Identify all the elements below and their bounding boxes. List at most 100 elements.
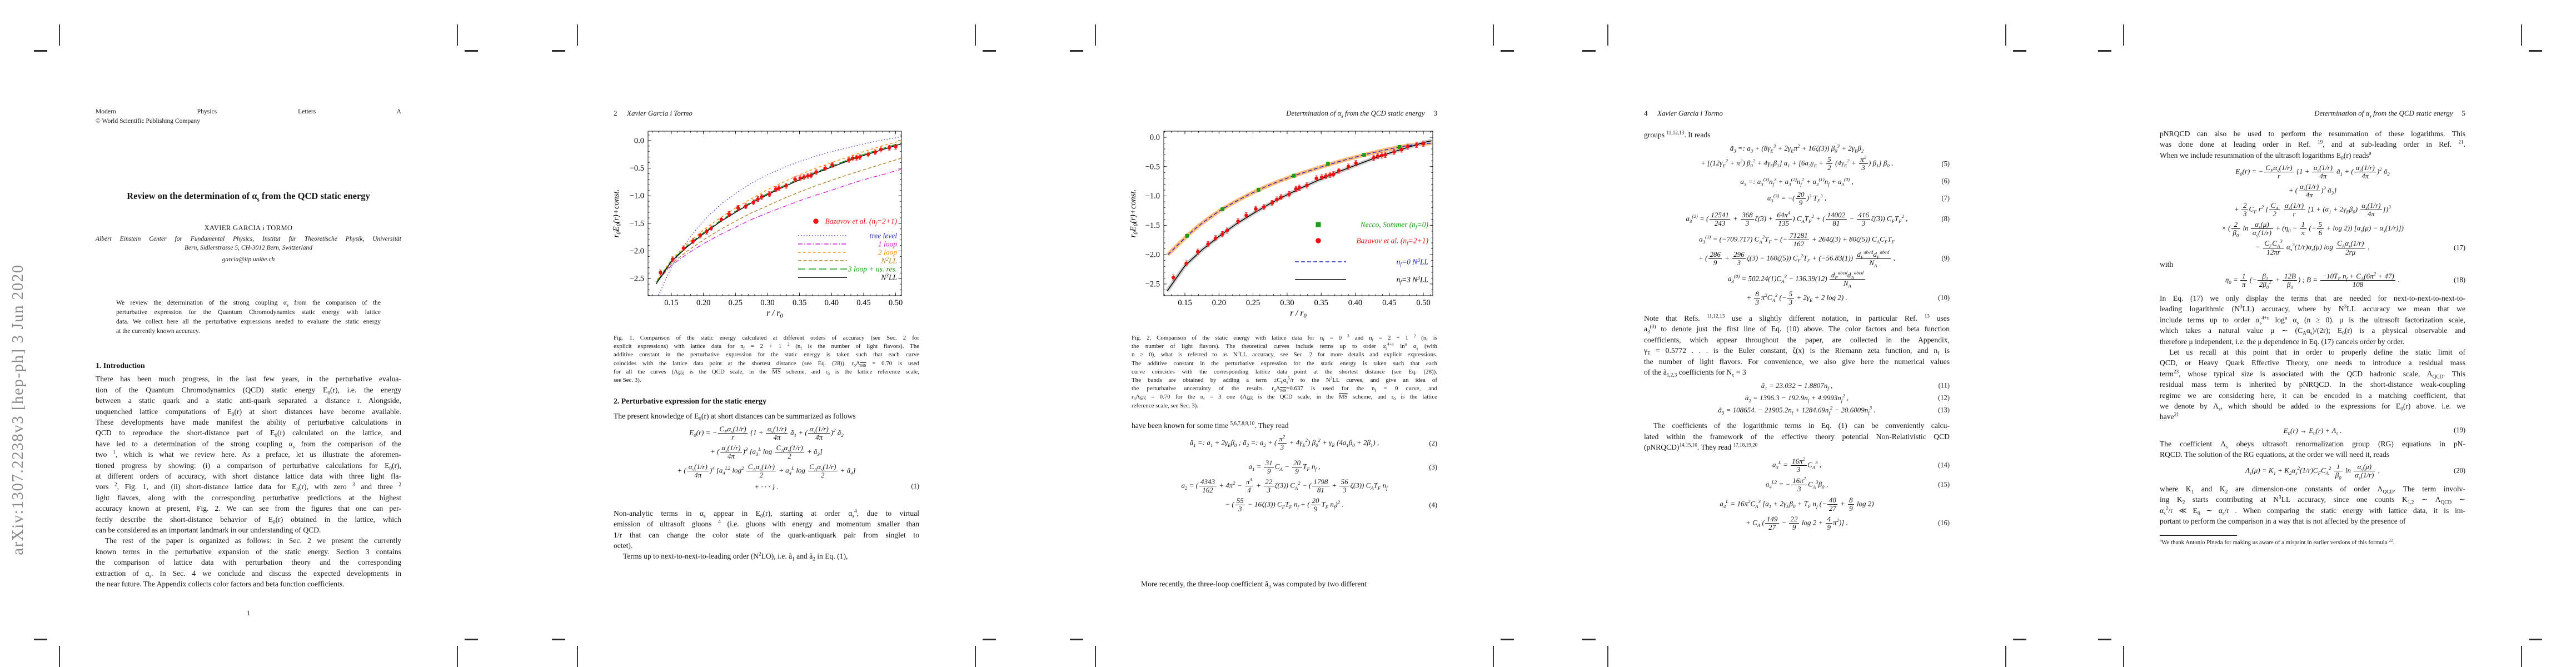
equation-line: ã1 =: a1 + 2γEβ0 ; ã2 =: a2 + (π2 3 + 4γE… — [1132, 434, 1437, 451]
caption-line: coincides with the lattice data point at… — [614, 360, 919, 368]
y-tick-label: −2.0 — [1145, 251, 1160, 260]
abstract-line: perturbative expression for the Quantum … — [116, 308, 381, 316]
body-line: have led to a determination of the stron… — [96, 439, 401, 450]
crop-mark-page-1 — [34, 639, 47, 640]
data-point-circle — [873, 150, 878, 155]
data-point-circle — [1380, 153, 1384, 158]
paragraph: Note that Refs. 11,12,13 use a slightly … — [1644, 313, 1950, 378]
equation-content: + 8 3 π2CA3 (− 5 3 + 2γE + 2 log 2) . — [1746, 289, 1847, 306]
body-line: light flavors, along with the correspond… — [96, 493, 401, 502]
equation: ã1 = 23.032 − 1.8807nf , (11) — [1644, 381, 1950, 391]
crop-mark-page-3 — [1493, 24, 1494, 46]
equation-content: a1 = 31 9 CA − 20 9 TF nf , — [1248, 459, 1321, 476]
legend-label: Necco, Sommer (nf=0) — [1360, 221, 1429, 231]
crop-mark-page-4 — [1582, 50, 1596, 52]
equation-content: E0(r) = − CFαs(1/r) r {1 + αs(1/r) 4π ã1 + … — [689, 424, 844, 441]
data-point-square — [1185, 234, 1189, 238]
legend-sample-circle — [1316, 238, 1321, 243]
equation-number: (15) — [1938, 480, 1950, 489]
paragraph: The rest of the paper is organized as fo… — [96, 535, 401, 589]
data-point-circle — [1294, 187, 1298, 191]
data-point-circle — [1406, 145, 1410, 149]
body-line: Note that Refs. 11,12,13 use a slightly … — [1644, 313, 1950, 322]
equation: ã1 =: a1 + 2γEβ0 ; ã2 =: a2 + (π2 3 + 4γE… — [1132, 434, 1437, 451]
equation-line: a4L = 16π2CA3 [a1 + 2γEβ0 + TF nf (− 40 27… — [1644, 496, 1950, 512]
equation-content: Λs(μ) = K1 + K2αs2(1/r)CFCA2 1 β0 ln αs(μ… — [2245, 462, 2380, 481]
body-line: portant to perform the comparison in a w… — [2160, 516, 2406, 525]
caption-line: The bands are obtained by adding a term … — [1132, 375, 1437, 385]
paper-title: Review on the determination of αs from t… — [127, 191, 370, 203]
paragraph: with — [2160, 259, 2465, 270]
data-point-circle — [1254, 207, 1258, 211]
abstract-line: We review the determination of the stron… — [116, 298, 381, 307]
abstract-line: data. We collect here all the perturbati… — [116, 317, 381, 325]
journal-line: © World Scientific Publishing Company — [96, 117, 201, 125]
data-point-circle — [1244, 213, 1248, 217]
equation-content: a3L = 16π2 3 CA3 , — [1772, 456, 1822, 474]
x-tick-label: 0.20 — [1212, 298, 1226, 307]
equation-content: a3(1) = (−709.717) CA2TF + (− 71281 162 + … — [1699, 231, 1895, 248]
equation-number: (8) — [1941, 215, 1950, 223]
data-point-circle — [1195, 250, 1200, 254]
body-line: 1/r that can change the color state of t… — [614, 530, 919, 539]
crop-mark-page-1 — [465, 50, 478, 52]
equation-line: a3(3) = −(20 9)3 TF3 , (7) — [1644, 190, 1950, 207]
crop-mark-page-3 — [1070, 50, 1083, 52]
page-5-column: Determination of αs from the QCD static … — [2160, 108, 2465, 547]
equation: ã3 = 108654. − 21905.2nf + 1284.69nf2 − … — [1644, 405, 1950, 416]
data-point-circle — [1328, 173, 1332, 177]
crop-mark-page-4 — [1607, 646, 1608, 667]
data-point-circle — [1372, 156, 1376, 160]
series-line — [1167, 140, 1432, 292]
section-heading: 2. Perturbative expression for the stati… — [614, 397, 766, 406]
body-line: More recently, the three-loop coefficien… — [1141, 580, 1367, 590]
equation-content: a3 =: a3(3)nf3 + a3(2)nf2 + a3(1)nf + a3… — [1740, 176, 1853, 187]
equation-content: + CA (149 27 − 22 9 log 2 + 4 9 π2)] . — [1746, 514, 1848, 531]
legend-label: N3LL — [880, 273, 897, 282]
arxiv-watermark: arXiv:1307.2238v3 [hep-ph] 3 Jun 2020 — [9, 264, 27, 555]
crop-mark-page-2 — [552, 50, 565, 52]
data-point-circle — [879, 147, 883, 152]
legend-sample-circle — [813, 218, 819, 224]
crop-mark-page-3 — [1070, 639, 1083, 640]
equation-line: + · · · } . (1) — [614, 482, 919, 491]
body-line: These developments have made manifest th… — [96, 417, 401, 426]
equation-number: (5) — [1941, 160, 1950, 168]
x-tick-label: 0.15 — [664, 298, 678, 307]
caption-line: the number of light flavors). The theore… — [1132, 341, 1437, 351]
body-line: fectly describe the short-distance behav… — [96, 515, 402, 525]
data-point-circle — [1399, 147, 1404, 152]
equation-number: (13) — [1938, 406, 1950, 414]
equation-content: ã3 = 108654. − 21905.2nf + 1284.69nf2 − … — [1718, 405, 1876, 416]
equation: a3L = 16π2 3 CA3 , (14) — [1644, 456, 1950, 474]
equation-line: + [(12γE2 + π2) β02 + 4γEβ1] a1 + [6a2γE… — [1644, 155, 1950, 172]
equation: E0(r) = − CFαs(1/r) r {1 + αs(1/r) 4π ã1 + … — [614, 425, 919, 491]
equation-number: (4) — [1429, 501, 1437, 509]
data-point-circle — [1346, 165, 1351, 169]
crop-mark-page-1 — [465, 639, 478, 640]
x-tick-label: 0.45 — [856, 298, 870, 307]
data-point-circle — [1314, 176, 1318, 181]
crop-mark-page-2 — [975, 24, 976, 46]
equation-line: + 2 3 CF r2 {CA 2 αs(1/r) r [1 + (a1 + 2γEβ0… — [2160, 202, 2465, 218]
data-point-circle — [1171, 275, 1175, 280]
data-point-square — [1397, 145, 1402, 149]
series-band — [1165, 138, 1432, 292]
body-line: known terms in the perturbative expansio… — [96, 547, 401, 556]
equation-content: E0(r) → E0(r) + Λs . — [2283, 426, 2342, 436]
body-line: (pNRQCD)14,15,16. They read 17,18,19,20 — [1644, 442, 1758, 452]
equation: Λs(μ) = K1 + K2αs2(1/r)CFCA2 1 β0 ln αs(μ… — [2160, 462, 2465, 481]
running-header-text: Xavier Garcia i Tormo — [627, 109, 692, 117]
equation-content: + 2 3 CF r2 {CA 2 αs(1/r) r [1 + (a1 + 2γEβ0… — [2234, 201, 2391, 218]
crop-mark-page-2 — [975, 646, 976, 667]
running-header: Determination of αs from the QCD static … — [1132, 108, 1437, 118]
crop-mark-page-4 — [1582, 639, 1596, 640]
paragraph: where K1 and K2 are dimension-one consta… — [2160, 484, 2465, 527]
paragraph: Let us recall at this point that in orde… — [2160, 347, 2465, 422]
equation-content: a2 = (4343 162 + 4π2 − π4 4 + 22 3 ζ(3)) CA2… — [1181, 477, 1388, 495]
body-line: a3(0) to denote just the first line of E… — [1644, 323, 1950, 335]
y-tick-label: −0.5 — [1145, 162, 1160, 171]
